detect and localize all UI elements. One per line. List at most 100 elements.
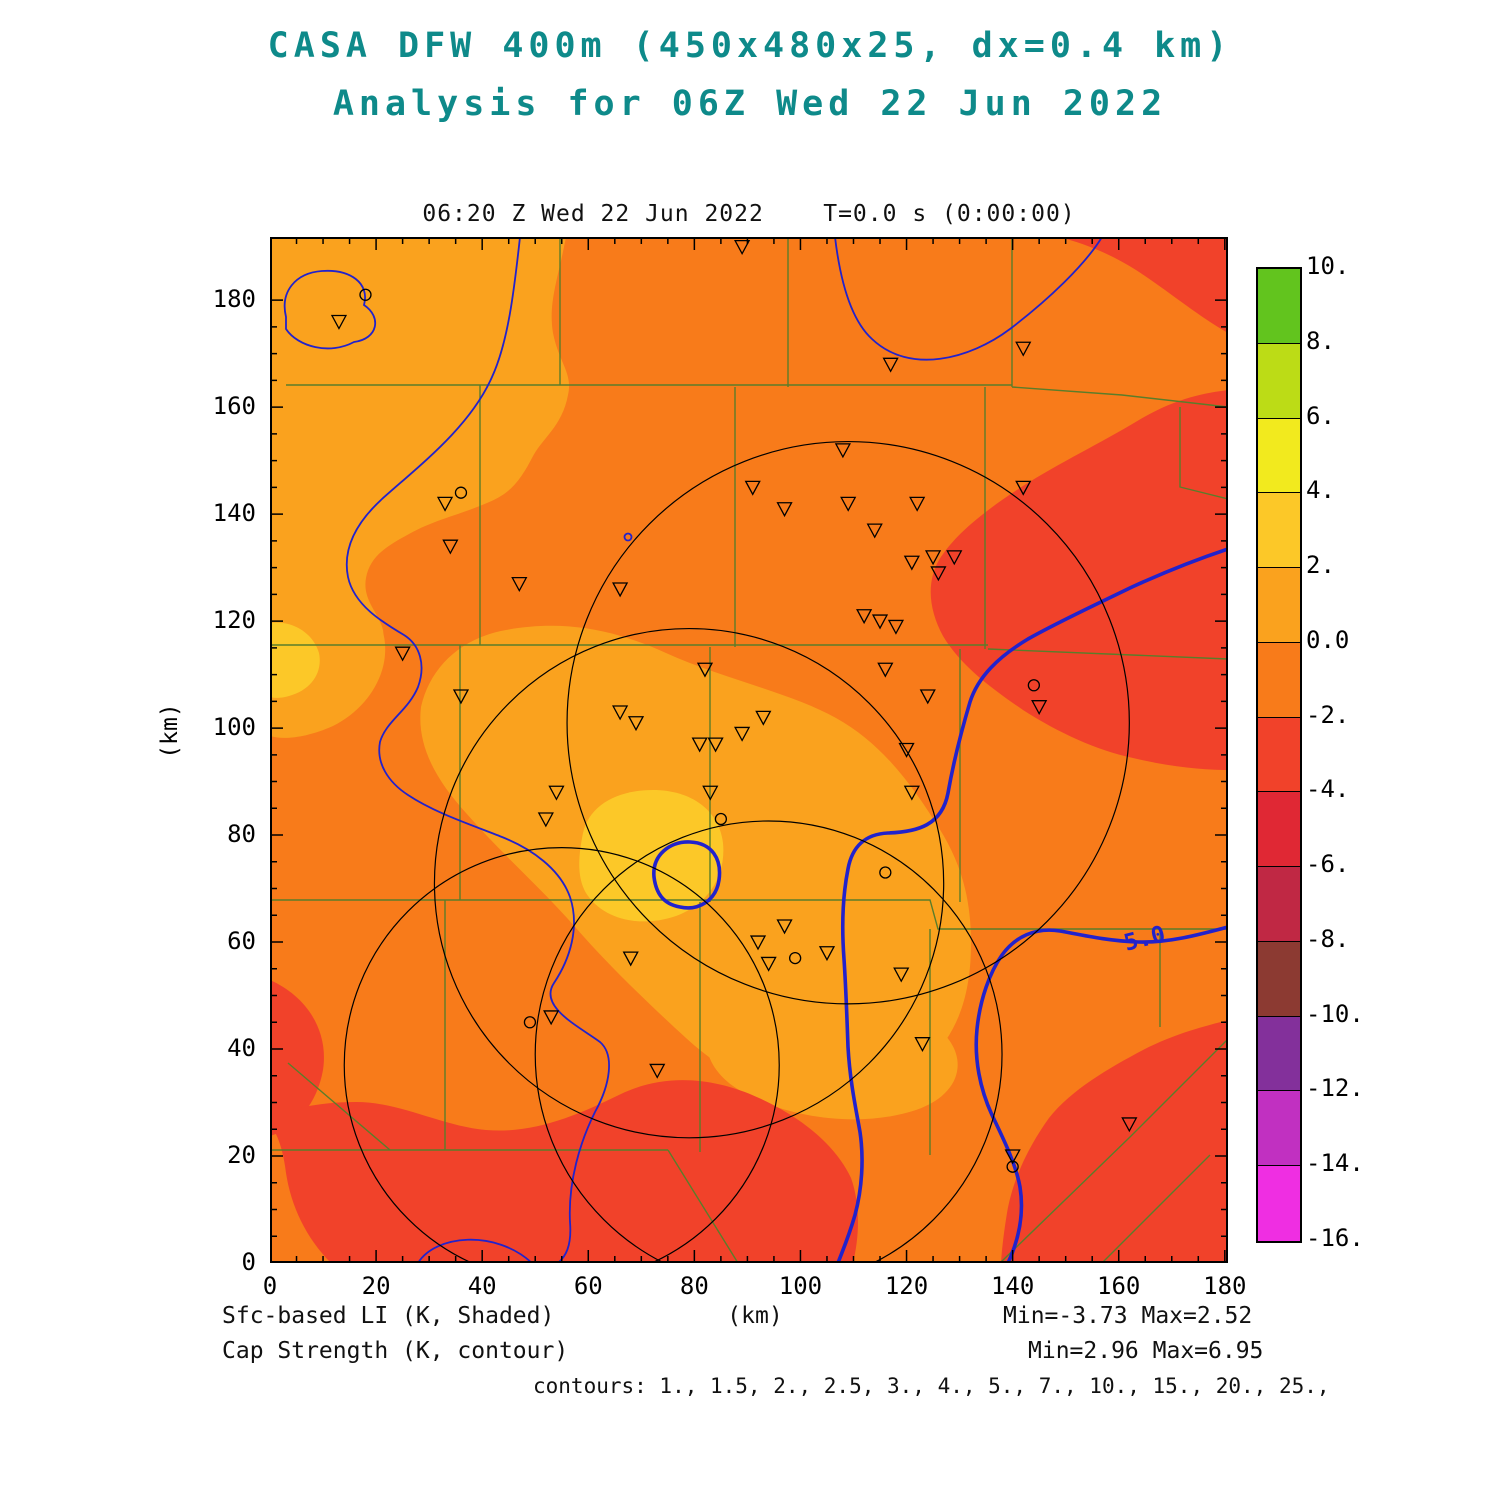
colorbar-level-label: 8. xyxy=(1306,326,1335,355)
station-triangle-marker xyxy=(1015,341,1032,357)
colorbar-level-label: -16. xyxy=(1306,1224,1364,1252)
colorbar-level-label: 2. xyxy=(1306,551,1335,580)
colorbar-level-label: 4. xyxy=(1306,476,1335,505)
x-tick-label: 160 xyxy=(1097,1272,1141,1300)
station-triangle-marker xyxy=(543,1010,560,1026)
li-fill-2-4-west-edge-patch xyxy=(270,622,320,698)
li-fill-red-east-lobe xyxy=(930,390,1228,770)
colorbar-cell xyxy=(1258,1166,1300,1241)
contour-levels-list: contours: 1., 1.5, 2., 2.5, 3., 4., 5., … xyxy=(533,1374,1330,1398)
colorbar-level-label: 6. xyxy=(1306,401,1335,430)
chart-title-line2: Analysis for 06Z Wed 22 Jun 2022 xyxy=(332,84,1168,124)
station-triangle-marker xyxy=(903,785,920,801)
station-triangle-marker xyxy=(755,710,772,726)
chart-title-line1: CASA DFW 400m (450x480x25, dx=0.4 km) xyxy=(267,26,1233,66)
station-triangle-marker xyxy=(1015,480,1032,496)
colorbar-cell xyxy=(1258,642,1300,718)
colorbar-cell xyxy=(1258,418,1300,494)
y-axis-label: (km) xyxy=(157,703,183,759)
station-circle-marker xyxy=(1027,679,1041,692)
radar-range-ring xyxy=(343,847,780,1263)
station-triangle-marker xyxy=(707,737,724,753)
y-tick-label: 40 xyxy=(227,1034,256,1063)
shaded-field-caption: Sfc-based LI (K, Shaded) xyxy=(222,1303,555,1329)
li-fill-red-south-band xyxy=(270,1080,858,1263)
station-triangle-marker xyxy=(866,523,883,539)
station-triangle-marker xyxy=(702,785,719,801)
colorbar-cell xyxy=(1258,717,1300,793)
colorbar-cell xyxy=(1258,1016,1300,1092)
y-tick-label: 20 xyxy=(227,1141,256,1169)
colorbar-level-label: -12. xyxy=(1306,1074,1364,1103)
station-triangle-marker xyxy=(622,951,639,967)
x-tick-label: 80 xyxy=(679,1272,709,1300)
station-triangle-marker xyxy=(537,812,554,828)
li-fill-0-2-west-edge xyxy=(270,570,386,738)
y-tick-label: 100 xyxy=(212,713,256,742)
station-triangle-marker xyxy=(834,443,851,459)
colorbar-level-label: -8. xyxy=(1306,924,1350,953)
station-triangle-marker xyxy=(924,550,942,566)
station-triangle-marker xyxy=(511,576,528,593)
station-triangle-marker xyxy=(946,550,963,566)
colorbar-cell xyxy=(1258,493,1300,569)
colorbar-cell xyxy=(1258,343,1300,419)
station-triangle-marker xyxy=(903,555,920,571)
station-triangle-marker xyxy=(442,539,459,555)
y-tick-label: 80 xyxy=(227,820,256,849)
map-content xyxy=(270,237,1228,1263)
station-triangle-marker xyxy=(612,582,629,598)
station-triangle-marker xyxy=(919,689,936,705)
x-tick-label: 100 xyxy=(778,1272,823,1300)
x-tick-label: 140 xyxy=(990,1272,1035,1300)
y-tick-label: 0 xyxy=(241,1248,256,1276)
y-tick-label: 120 xyxy=(212,606,256,635)
radar-range-rings xyxy=(343,440,1130,1263)
county-boundary-lines xyxy=(270,237,1228,1263)
station-triangle-marker xyxy=(898,742,915,758)
li-fill-2-4-yellow-max xyxy=(579,790,724,922)
y-tick-label: 140 xyxy=(212,499,256,528)
radar-range-ring xyxy=(534,820,1003,1263)
station-triangle-marker xyxy=(744,480,761,496)
shaded-minmax-text: Min=-3.73 Max=2.52 xyxy=(1003,1303,1253,1329)
plot-frame xyxy=(270,237,1228,1263)
x-axis-units-label: (km) xyxy=(727,1303,783,1329)
colorbar-level-label: 0.0 xyxy=(1306,625,1350,654)
x-tick-label: 40 xyxy=(467,1272,497,1300)
station-triangle-marker xyxy=(548,785,565,801)
station-triangle-marker xyxy=(394,646,411,662)
station-triangle-marker xyxy=(612,705,629,721)
colorbar-level-label: -14. xyxy=(1306,1149,1364,1178)
station-triangle-marker xyxy=(734,239,751,255)
x-tick-label: 0 xyxy=(262,1272,278,1300)
station-triangle-marker xyxy=(691,737,708,753)
colorbar-cell xyxy=(1258,792,1300,868)
weather-map-plot xyxy=(270,237,1228,1263)
x-tick-label: 20 xyxy=(361,1272,391,1300)
colorbar xyxy=(1256,267,1302,1243)
station-triangle-marker xyxy=(909,496,926,512)
station-triangle-marker xyxy=(893,967,910,983)
colorbar-cell xyxy=(1258,269,1300,344)
station-triangle-marker xyxy=(1031,700,1048,716)
contour-minmax-text: Min=2.96 Max=6.95 xyxy=(1028,1338,1264,1364)
station-circle-marker xyxy=(523,1016,537,1029)
station-triangle-marker xyxy=(882,357,899,373)
colorbar-level-label: -4. xyxy=(1306,775,1350,804)
station-triangle-marker xyxy=(914,1037,931,1053)
station-triangle-marker xyxy=(749,935,767,951)
station-markers xyxy=(330,239,1138,1173)
station-triangle-marker xyxy=(760,956,777,972)
station-triangle-marker xyxy=(436,496,454,512)
station-triangle-marker xyxy=(818,946,836,962)
station-circle-marker xyxy=(788,951,802,965)
cap-strength-contour-thin xyxy=(283,237,1103,1263)
colorbar-level-label: -2. xyxy=(1306,700,1350,729)
plot-valid-time-header: 06:20 Z Wed 22 Jun 2022 T=0.0 s (0:00:00… xyxy=(422,201,1076,227)
station-circle-marker xyxy=(714,812,728,826)
station-triangle-marker xyxy=(452,689,470,705)
cap-strength-contour-thick-5 xyxy=(652,547,1228,1263)
colorbar-level-label: 10. xyxy=(1306,252,1350,280)
colorbar-cell xyxy=(1258,941,1300,1017)
